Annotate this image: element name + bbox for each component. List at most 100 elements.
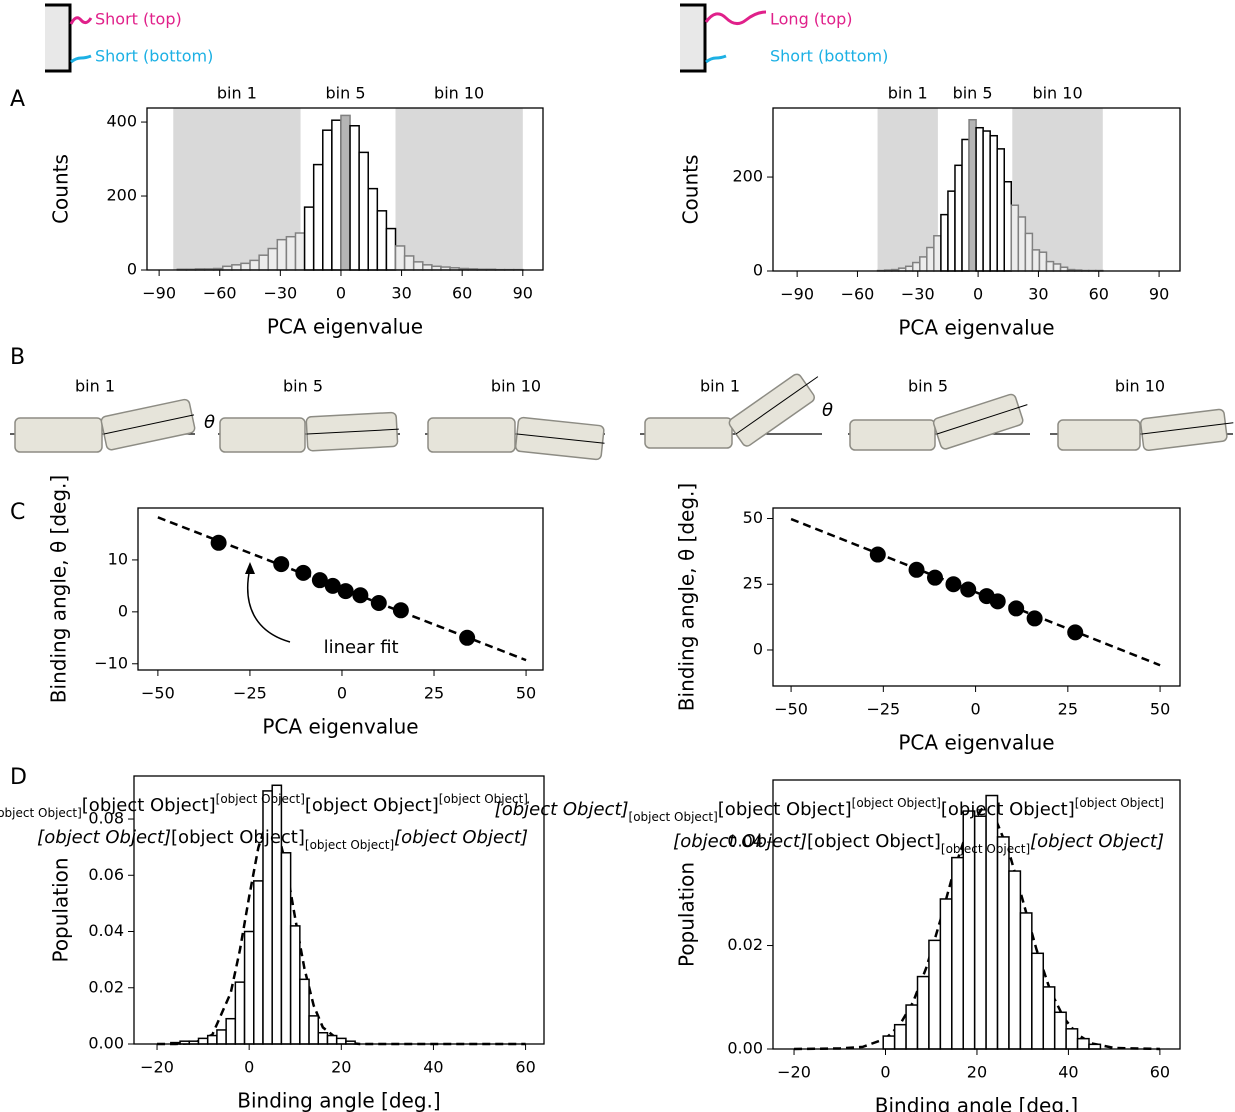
annotation-run: [object Object] (37, 827, 171, 848)
annotation-run: [object Object] (216, 792, 305, 806)
bar (243, 930, 255, 1045)
y-axis-label: Binding angle, θ [deg.] (47, 475, 71, 703)
point (908, 561, 925, 578)
bar (280, 852, 292, 1045)
bar (216, 1029, 227, 1045)
x-tick-label: −90 (142, 284, 176, 303)
rod (219, 417, 306, 453)
bin-region (877, 108, 938, 271)
rod (1139, 408, 1228, 452)
x-tick-label: −60 (841, 285, 875, 304)
rod (644, 417, 733, 449)
y-tick-label: 0.00 (88, 1034, 124, 1053)
annotation-run: [object Object] (941, 842, 1030, 856)
bar (349, 125, 360, 271)
render-label: bin 5 (908, 377, 948, 396)
annotation-run: [object Object] (673, 831, 807, 852)
y-tick-label: 0.04 (88, 921, 124, 940)
x-tick-label: 60 (515, 1058, 535, 1077)
y-tick-label: 200 (732, 167, 763, 186)
x-axis-label: Binding angle [deg.] (875, 1094, 1078, 1112)
x-tick-label: −20 (777, 1063, 811, 1082)
x-tick-label: −30 (263, 284, 297, 303)
x-tick-label: −25 (866, 700, 900, 719)
annotation-run: [object Object] (1030, 831, 1164, 852)
bar (206, 1034, 218, 1045)
point (869, 546, 886, 563)
bar (1045, 260, 1055, 272)
bar (294, 232, 306, 271)
y-tick-label: 0 (127, 260, 137, 279)
x-tick-label: 60 (452, 284, 472, 303)
bar (1065, 1028, 1079, 1050)
bar (422, 264, 433, 271)
rod (1057, 419, 1141, 451)
x-tick-label: −25 (233, 684, 267, 703)
x-tick-label: −20 (140, 1058, 174, 1077)
rod-axis (516, 433, 605, 444)
panel-label: C (10, 500, 25, 525)
x-tick-label: 25 (1058, 700, 1078, 719)
x-axis-label: Binding angle [deg.] (237, 1089, 440, 1112)
panel-label: B (10, 345, 25, 370)
rod (14, 417, 103, 453)
x-axis-label: PCA eigenvalue (262, 715, 418, 739)
bar (376, 210, 388, 271)
point (459, 629, 476, 646)
point (370, 595, 387, 612)
x-tick-label: −50 (141, 684, 175, 703)
bar (322, 129, 333, 271)
bar (975, 126, 984, 272)
strand-bottom (705, 54, 727, 64)
header-bottom: Short (bottom) (770, 47, 888, 66)
annotation-run: [object Object] (439, 792, 528, 806)
bar (197, 1037, 209, 1045)
bar (916, 975, 930, 1050)
x-tick-label: −60 (203, 284, 237, 303)
bar (1088, 1043, 1102, 1050)
annotation-arrow (246, 567, 291, 643)
bar (276, 238, 288, 271)
plot-frame (137, 507, 544, 671)
bar (299, 978, 310, 1045)
point (945, 576, 962, 593)
point (273, 556, 290, 573)
annotation-run: [object Object] (807, 831, 941, 852)
rod (728, 373, 815, 447)
panel-label: D (10, 765, 27, 790)
x-tick-label: 60 (1150, 1063, 1170, 1082)
point (295, 564, 312, 581)
bar (394, 245, 406, 271)
bar (893, 1023, 907, 1050)
bar (996, 148, 1006, 272)
x-tick-label: −30 (901, 285, 935, 304)
bin-region-label: bin 1 (888, 84, 928, 103)
annotation-run: [object Object] (1075, 796, 1164, 810)
y-tick-label: 0.08 (88, 809, 124, 828)
bar (1042, 986, 1056, 1050)
bar (317, 1032, 329, 1045)
plot-frame (133, 775, 545, 1045)
bar (1052, 263, 1062, 272)
bar (905, 1004, 919, 1050)
x-tick-label: 0 (970, 700, 980, 719)
x-tick-label: 90 (513, 284, 533, 303)
point (324, 577, 341, 594)
bar (951, 856, 964, 1050)
y-axis-label: Population (49, 857, 73, 962)
fit-line (157, 817, 526, 1046)
y-tick-label: 0.06 (88, 865, 124, 884)
x-tick-label: −50 (774, 700, 808, 719)
bar (285, 235, 297, 271)
bar (303, 206, 315, 271)
bin-region-label: bin 10 (1032, 84, 1082, 103)
rod (932, 393, 1024, 450)
point (337, 583, 354, 600)
arrow-head (245, 562, 255, 574)
x-tick-label: 90 (1149, 285, 1169, 304)
y-tick-label: 400 (106, 112, 137, 131)
rod-axis (1141, 422, 1234, 435)
bar (358, 151, 369, 271)
x-tick-label: 60 (1089, 285, 1109, 304)
x-tick-label: 0 (880, 1063, 890, 1082)
